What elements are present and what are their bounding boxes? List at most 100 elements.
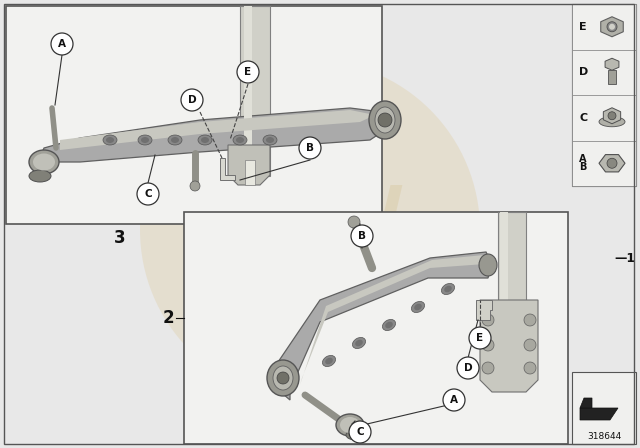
Ellipse shape	[355, 340, 363, 346]
Ellipse shape	[29, 170, 51, 182]
Ellipse shape	[201, 137, 209, 143]
Ellipse shape	[236, 137, 244, 143]
Bar	[244, 6, 252, 176]
Circle shape	[482, 314, 494, 326]
Text: BMW: BMW	[215, 182, 405, 248]
Bar	[240, 6, 270, 176]
Circle shape	[351, 225, 373, 247]
Circle shape	[190, 181, 200, 191]
Circle shape	[524, 362, 536, 374]
Bar	[572, 4, 636, 49]
Circle shape	[299, 137, 321, 159]
Ellipse shape	[171, 137, 179, 143]
Polygon shape	[60, 110, 375, 150]
Ellipse shape	[325, 358, 333, 364]
Ellipse shape	[353, 337, 365, 349]
Bar	[572, 49, 636, 95]
Polygon shape	[220, 158, 235, 180]
Circle shape	[607, 158, 617, 168]
Text: A: A	[450, 395, 458, 405]
Bar	[6, 6, 382, 224]
Polygon shape	[580, 408, 618, 420]
Circle shape	[348, 216, 360, 228]
Bar	[498, 212, 526, 372]
Text: B: B	[579, 162, 586, 172]
Ellipse shape	[340, 417, 360, 433]
Polygon shape	[38, 108, 388, 162]
Ellipse shape	[266, 137, 274, 143]
Ellipse shape	[138, 135, 152, 145]
Text: C: C	[579, 113, 587, 123]
Ellipse shape	[375, 107, 395, 133]
Bar	[245, 160, 255, 185]
Circle shape	[608, 112, 616, 120]
Circle shape	[443, 389, 465, 411]
Text: E: E	[579, 22, 587, 32]
Circle shape	[457, 357, 479, 379]
Polygon shape	[601, 17, 623, 37]
Polygon shape	[480, 300, 538, 392]
Ellipse shape	[33, 154, 55, 171]
Ellipse shape	[336, 414, 364, 436]
Text: D: D	[188, 95, 196, 105]
Ellipse shape	[412, 302, 424, 313]
Ellipse shape	[479, 254, 497, 276]
Polygon shape	[604, 108, 621, 124]
Text: B: B	[358, 231, 366, 241]
Text: B: B	[306, 143, 314, 153]
Ellipse shape	[198, 135, 212, 145]
Polygon shape	[476, 300, 492, 320]
Polygon shape	[300, 255, 485, 385]
Circle shape	[378, 113, 392, 127]
Text: 3: 3	[114, 229, 126, 247]
Circle shape	[482, 362, 494, 374]
Ellipse shape	[323, 355, 335, 366]
Polygon shape	[599, 155, 625, 172]
Ellipse shape	[444, 286, 452, 292]
Circle shape	[607, 22, 617, 32]
Text: 2: 2	[163, 309, 174, 327]
Bar	[608, 70, 616, 84]
Bar	[572, 372, 636, 444]
Circle shape	[469, 327, 491, 349]
Circle shape	[609, 24, 615, 30]
Ellipse shape	[414, 304, 422, 310]
Ellipse shape	[263, 135, 277, 145]
Bar	[184, 212, 568, 444]
Text: E: E	[476, 333, 484, 343]
Ellipse shape	[141, 137, 149, 143]
Ellipse shape	[346, 430, 366, 440]
Text: 318644: 318644	[587, 431, 621, 440]
Text: C: C	[144, 189, 152, 199]
Bar	[572, 95, 636, 141]
Ellipse shape	[385, 322, 393, 328]
Circle shape	[140, 60, 480, 400]
Circle shape	[137, 183, 159, 205]
Text: A: A	[579, 154, 586, 164]
Ellipse shape	[273, 366, 293, 390]
Bar	[572, 141, 636, 186]
Circle shape	[349, 421, 371, 443]
Circle shape	[237, 61, 259, 83]
Circle shape	[51, 33, 73, 55]
Polygon shape	[274, 252, 492, 400]
Ellipse shape	[168, 135, 182, 145]
Ellipse shape	[369, 101, 401, 139]
Text: A: A	[58, 39, 66, 49]
Circle shape	[181, 89, 203, 111]
Circle shape	[482, 339, 494, 351]
Text: D: D	[464, 363, 472, 373]
Ellipse shape	[29, 150, 59, 174]
Ellipse shape	[599, 117, 625, 127]
Text: E: E	[244, 67, 252, 77]
Text: D: D	[579, 67, 588, 77]
Text: —1: —1	[614, 251, 635, 264]
Polygon shape	[228, 145, 270, 185]
Bar	[572, 4, 636, 186]
Circle shape	[277, 372, 289, 384]
Ellipse shape	[233, 135, 247, 145]
Ellipse shape	[267, 360, 299, 396]
Text: C: C	[356, 427, 364, 437]
Polygon shape	[605, 58, 619, 70]
Circle shape	[524, 339, 536, 351]
